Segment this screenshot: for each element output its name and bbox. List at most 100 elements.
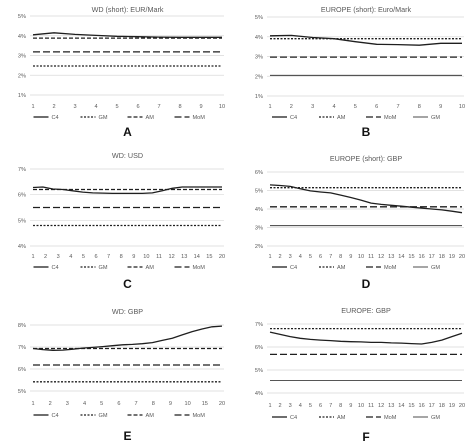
legend-label-c4: C4 — [290, 415, 297, 421]
chart-title: EUROPE (short): Euro/Mark — [321, 5, 412, 14]
x-tick-label: 19 — [449, 254, 455, 260]
x-tick-label: 20 — [459, 254, 465, 260]
y-tick-label: 1% — [18, 93, 26, 99]
legend-label-mom: MoM — [193, 413, 206, 419]
x-tick-label: 10 — [459, 104, 465, 110]
x-tick-label: 14 — [194, 254, 200, 260]
x-tick-label: 1 — [268, 254, 271, 260]
y-tick-label: 6% — [255, 345, 263, 351]
x-tick-label: 2 — [279, 403, 282, 409]
x-tick-label: 9 — [169, 401, 172, 407]
y-tick-label: 3% — [255, 55, 263, 61]
x-tick-label: 4 — [332, 104, 335, 110]
y-tick-label: 2% — [255, 244, 263, 250]
legend-label-c4: C4 — [52, 115, 59, 121]
series-line-c4 — [32, 186, 222, 195]
legend-label-am: AM — [146, 413, 155, 419]
x-tick-label: 3 — [311, 104, 314, 110]
y-tick-label: 2% — [18, 73, 26, 79]
x-tick-label: 10 — [185, 401, 191, 407]
chart-title: EUROPE (short): GBP — [330, 154, 402, 163]
x-tick-label: 4 — [299, 254, 302, 260]
x-tick-label: 20 — [219, 401, 225, 407]
x-tick-label: 7 — [329, 403, 332, 409]
series-line-c4 — [269, 34, 462, 46]
x-tick-label: 9 — [349, 403, 352, 409]
x-tick-label: 6 — [94, 254, 97, 260]
x-tick-label: 15 — [202, 401, 208, 407]
x-tick-label: 9 — [439, 104, 442, 110]
x-tick-label: 6 — [375, 104, 378, 110]
x-tick-label: 13 — [181, 254, 187, 260]
chart-panel-b: EUROPE (short): Euro/Mark 1% 2% 3% 4% 5% 1 2 3 4 5… — [255, 5, 465, 139]
legend-label-mom: MoM — [384, 415, 397, 421]
x-tick-label: 2 — [49, 401, 52, 407]
legend-label-mom: MoM — [384, 115, 397, 121]
series-line-c4 — [269, 184, 463, 214]
x-tick-label: 7 — [157, 104, 160, 110]
legend-label-am: AM — [337, 265, 346, 271]
legend-label-gm: GM — [431, 415, 440, 421]
x-tick-label: 6 — [319, 254, 322, 260]
x-tick-label: 10 — [219, 104, 225, 110]
y-tick-label: 5% — [255, 15, 263, 21]
x-tick-label: 1 — [268, 403, 271, 409]
legend-label-gm: GM — [99, 413, 108, 419]
x-tick-label: 8 — [178, 104, 181, 110]
y-tick-label: 1% — [255, 94, 263, 100]
x-tick-label: 3 — [289, 254, 292, 260]
legend-label-c4: C4 — [52, 413, 59, 419]
x-tick-label: 7 — [396, 104, 399, 110]
x-tick-label: 15 — [408, 403, 414, 409]
x-tick-label: 1 — [31, 401, 34, 407]
x-tick-label: 9 — [199, 104, 202, 110]
x-tick-label: 14 — [398, 403, 404, 409]
x-tick-label: 11 — [156, 254, 162, 260]
y-tick-label: 6% — [18, 367, 26, 373]
y-tick-label: 5% — [18, 14, 26, 20]
x-tick-label: 5 — [100, 401, 103, 407]
x-tick-label: 1 — [31, 254, 34, 260]
x-tick-label: 5 — [115, 104, 118, 110]
x-tick-label: 18 — [439, 254, 445, 260]
legend-label-gm: GM — [99, 265, 108, 271]
chart-panel-a: WD (short): EUR/Mark 1% 2% 3% 4% 5% 1 2 3 4 5 6 7 8 9 1… — [18, 5, 225, 139]
x-tick-label: 20 — [219, 254, 225, 260]
x-tick-label: 4 — [299, 403, 302, 409]
x-tick-label: 3 — [66, 401, 69, 407]
x-tick-label: 8 — [152, 401, 155, 407]
x-tick-label: 10 — [358, 403, 364, 409]
panel-letter: C — [123, 277, 132, 291]
legend-label-am: AM — [146, 115, 155, 121]
series-line-c4 — [32, 32, 222, 38]
y-tick-label: 4% — [18, 34, 26, 40]
x-tick-label: 11 — [368, 403, 374, 409]
y-tick-label: 4% — [255, 35, 263, 41]
y-tick-label: 5% — [18, 389, 26, 395]
chart-panel-e: WD: GBP 5% 6% 7% 8% 1 2 3 4 5 6 7 8 9 10 15 20 C4 GM AM MoM E — [18, 307, 225, 443]
series-line-c4 — [32, 325, 223, 351]
x-tick-label: 5 — [309, 254, 312, 260]
x-tick-label: 8 — [339, 254, 342, 260]
x-tick-label: 8 — [418, 104, 421, 110]
x-tick-label: 2 — [290, 104, 293, 110]
legend-label-am: AM — [146, 265, 155, 271]
x-tick-label: 17 — [429, 403, 435, 409]
x-tick-label: 1 — [31, 104, 34, 110]
x-tick-label: 5 — [82, 254, 85, 260]
x-tick-label: 17 — [429, 254, 435, 260]
legend-label-c4: C4 — [52, 265, 59, 271]
legend-label-am: AM — [337, 115, 346, 121]
x-tick-label: 7 — [135, 401, 138, 407]
y-tick-label: 5% — [255, 189, 263, 195]
x-tick-label: 5 — [354, 104, 357, 110]
x-tick-label: 10 — [358, 254, 364, 260]
x-tick-label: 19 — [449, 403, 455, 409]
x-tick-label: 7 — [107, 254, 110, 260]
x-tick-label: 3 — [57, 254, 60, 260]
y-tick-label: 6% — [18, 193, 26, 199]
x-tick-label: 15 — [408, 254, 414, 260]
x-tick-label: 2 — [52, 104, 55, 110]
chart-title: WD: USD — [112, 151, 143, 160]
x-tick-label: 3 — [289, 403, 292, 409]
